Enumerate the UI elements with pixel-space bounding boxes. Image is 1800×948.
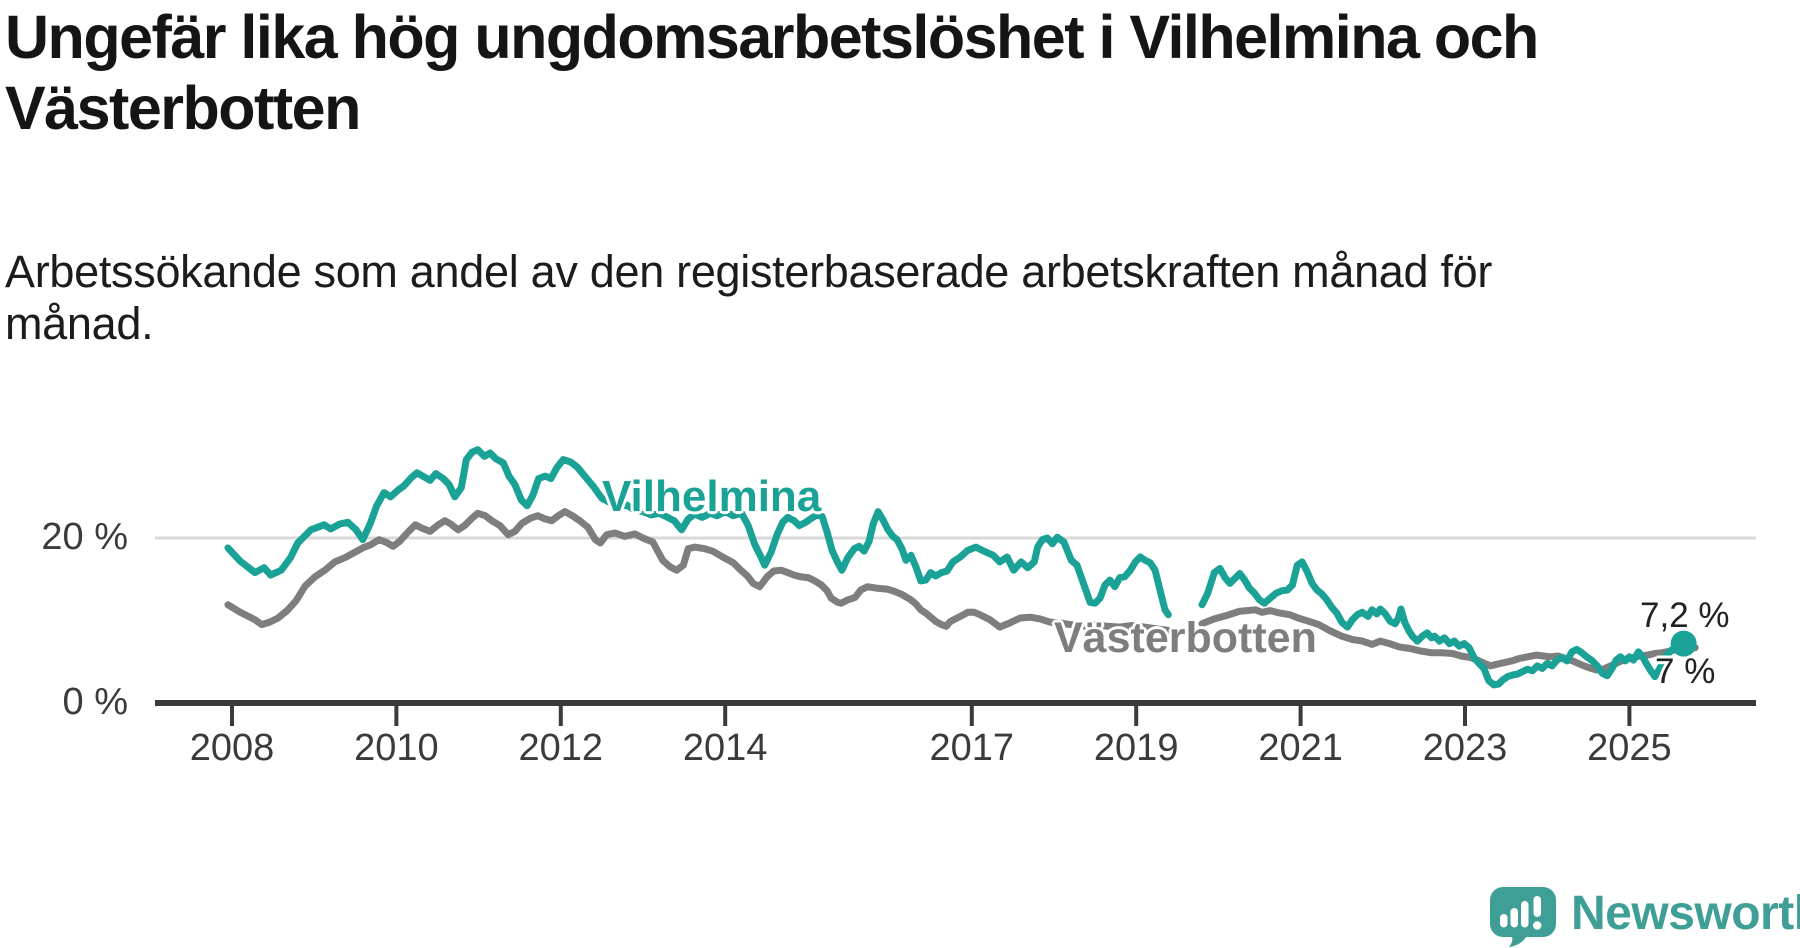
title-line-2: Västerbotten — [5, 74, 361, 142]
series-line-västerbotten — [224, 508, 1172, 634]
series-line-vilhelmina — [224, 446, 1172, 619]
logo-bar-small — [1500, 914, 1508, 928]
page-title: Ungefär lika hög ungdomsarbetslöshet i V… — [5, 2, 1539, 144]
x-tick-label: 2012 — [518, 727, 604, 769]
series-label-vilhelmina: Vilhelmina — [602, 472, 822, 521]
series-end-dot-vilhelmina — [1670, 630, 1697, 657]
y-axis-label-0: 0 % — [62, 681, 128, 723]
x-tick-label: 2010 — [354, 727, 439, 769]
series-line-vilhelmina — [1198, 558, 1688, 689]
x-tick-label: 2021 — [1258, 727, 1343, 769]
y-axis-label-20: 20 % — [41, 516, 128, 558]
subtitle-line-1: Arbetssökande som andel av den registerb… — [5, 246, 1493, 297]
series-label-vasterbotten: Västerbotten — [1054, 614, 1317, 662]
logo-exclamation-bar — [1533, 896, 1541, 917]
logo-bar-medium — [1510, 908, 1518, 928]
title-line-1: Ungefär lika hög ungdomsarbetslöshet i V… — [5, 3, 1539, 71]
newsworthy-logo-text: Newsworthy — [1571, 887, 1800, 940]
end-value-label-vasterbotten: 7 % — [1655, 652, 1716, 691]
logo-exclamation-dot — [1533, 921, 1542, 930]
chart-subtitle: Arbetssökande som andel av den registerb… — [5, 246, 1492, 350]
end-value-label-vilhelmina: 7,2 % — [1640, 596, 1730, 635]
x-tick-label: 2023 — [1422, 727, 1508, 769]
x-tick-label: 2019 — [1093, 727, 1179, 769]
x-tick-label: 2025 — [1587, 727, 1672, 769]
x-tick-label: 2017 — [929, 727, 1015, 769]
x-tick-label: 2008 — [189, 727, 275, 769]
logo-bar-tall — [1521, 901, 1529, 928]
newsworthy-logo-icon — [1490, 887, 1556, 947]
subtitle-line-2: månad. — [5, 298, 154, 349]
x-tick-label: 2014 — [682, 727, 768, 769]
newsworthy-logo: Newsworthy — [1490, 887, 1800, 947]
